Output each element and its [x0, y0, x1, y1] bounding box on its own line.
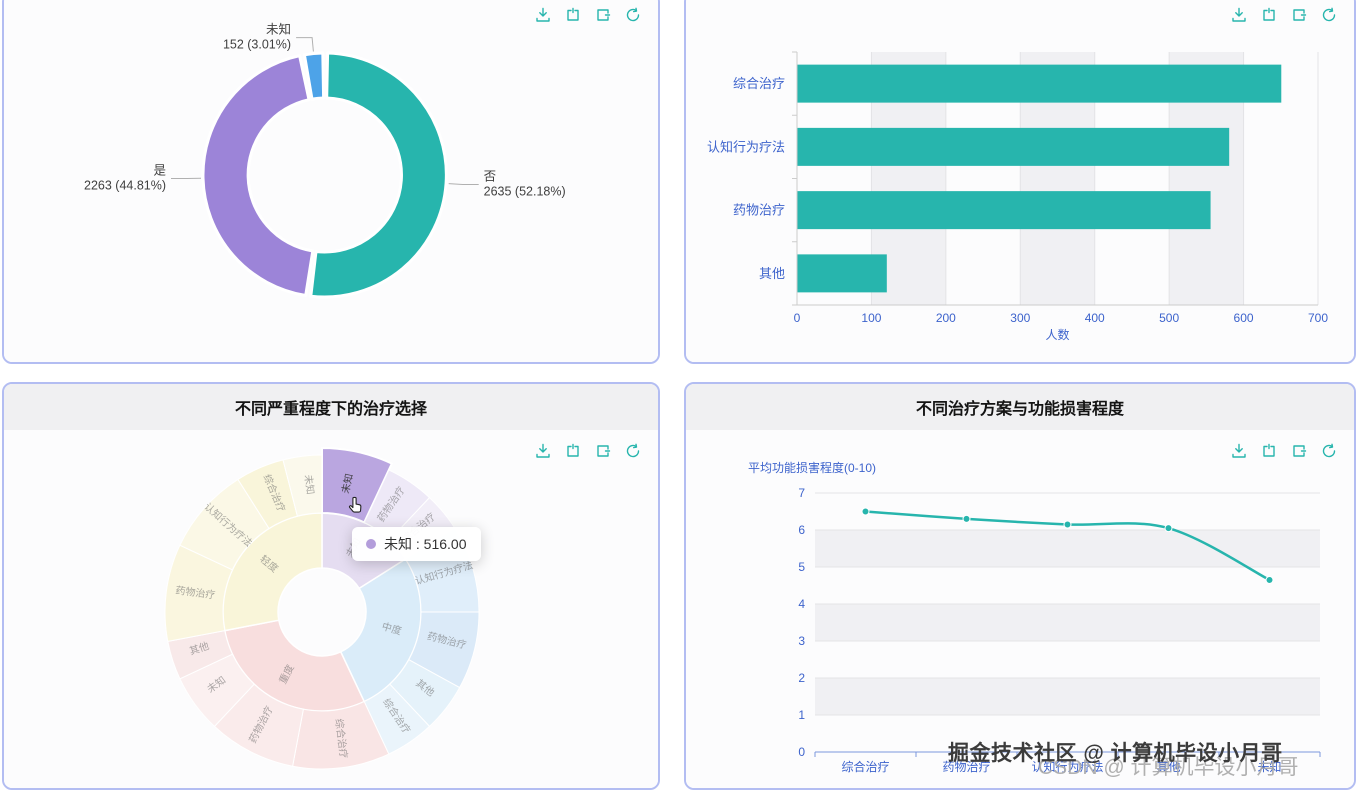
- chart-toolbox: [1230, 442, 1338, 460]
- svg-text:400: 400: [1085, 311, 1105, 325]
- svg-text:认知行为疗法: 认知行为疗法: [707, 139, 785, 154]
- svg-text:500: 500: [1159, 311, 1179, 325]
- svg-text:5: 5: [798, 560, 805, 574]
- tooltip-series-dot: [366, 539, 376, 549]
- svg-text:3: 3: [798, 634, 805, 648]
- line-chart-canvas[interactable]: 0 1 2 3 4 5 6 7 平均功能损害程度(0-10) 综合治疗 药物治疗 认知行为疗法 其他 未知: [686, 430, 1354, 788]
- svg-text:药物治疗: 药物治疗: [942, 760, 990, 774]
- data-view-icon[interactable]: [1290, 442, 1308, 460]
- save-image-icon[interactable]: [1230, 442, 1248, 460]
- bar-chart-body: 综合治疗认知行为疗法药物治疗其他 0 100 200 300 400 500 600 700 人数: [686, 0, 1354, 362]
- svg-text:0: 0: [798, 745, 805, 759]
- chart-toolbox: [534, 442, 642, 460]
- save-image-icon[interactable]: [534, 6, 552, 24]
- panel-bar-chart: 综合治疗认知行为疗法药物治疗其他 0 100 200 300 400 500 600 700 人数: [684, 0, 1356, 364]
- save-image-icon[interactable]: [534, 442, 552, 460]
- panel-title-line: 不同治疗方案与功能损害程度: [686, 384, 1354, 430]
- chart-toolbox: [534, 6, 642, 24]
- restore-icon[interactable]: [624, 6, 642, 24]
- svg-text:600: 600: [1234, 311, 1254, 325]
- svg-text:平均功能损害程度(0-10): 平均功能损害程度(0-10): [748, 460, 876, 475]
- donut-chart-body: 未知 152 (3.01%) 否 2635 (52.18%) 是 2263 (44.81%…: [4, 0, 658, 362]
- svg-text:是: 是: [154, 164, 167, 178]
- svg-text:100: 100: [861, 311, 881, 325]
- svg-text:2: 2: [798, 671, 805, 685]
- hand-cursor-icon: [348, 496, 362, 513]
- panel-line-chart: 不同治疗方案与功能损害程度 0 1 2 3 4 5 6 7 平均功能损害程度(0-10) 综合治疗…: [684, 382, 1356, 790]
- svg-text:4: 4: [798, 597, 805, 611]
- svg-text:认知行为疗法: 认知行为疗法: [1031, 760, 1103, 774]
- svg-text:药物治疗: 药物治疗: [733, 203, 785, 218]
- data-view-icon[interactable]: [594, 442, 612, 460]
- svg-text:300: 300: [1010, 311, 1030, 325]
- svg-text:未知: 未知: [339, 472, 356, 494]
- svg-text:未知: 未知: [266, 23, 291, 37]
- pointer-hand-cursor: [344, 494, 368, 523]
- restore-icon[interactable]: [624, 442, 642, 460]
- svg-text:152 (3.01%): 152 (3.01%): [223, 38, 291, 52]
- tooltip-text: 未知 : 516.00: [384, 536, 467, 552]
- line-chart-body: 0 1 2 3 4 5 6 7 平均功能损害程度(0-10) 综合治疗 药物治疗 认知行为疗法 其他 未知: [686, 430, 1354, 788]
- svg-text:否: 否: [484, 170, 497, 184]
- svg-text:未知: 未知: [302, 474, 317, 495]
- svg-text:0: 0: [794, 311, 801, 325]
- svg-text:700: 700: [1308, 311, 1328, 325]
- svg-text:2635 (52.18%): 2635 (52.18%): [484, 185, 566, 199]
- svg-text:其他: 其他: [759, 266, 785, 281]
- panel-sunburst-chart: 不同严重程度下的治疗选择 未知中度重度轻度未知药物治疗综合治疗认知行为疗法药物治…: [2, 382, 660, 790]
- sunburst-chart-canvas[interactable]: 未知中度重度轻度未知药物治疗综合治疗认知行为疗法药物治疗其他综合治疗综合治疗药物…: [4, 430, 658, 788]
- data-zoom-icon[interactable]: [1260, 6, 1278, 24]
- data-zoom-icon[interactable]: [564, 6, 582, 24]
- sunburst-chart-body: 未知中度重度轻度未知药物治疗综合治疗认知行为疗法药物治疗其他综合治疗综合治疗药物…: [4, 430, 658, 788]
- panel-title-sunburst: 不同严重程度下的治疗选择: [4, 384, 658, 430]
- chart-tooltip: 未知 : 516.00: [352, 527, 481, 561]
- chart-toolbox: [1230, 6, 1338, 24]
- svg-text:未知: 未知: [1257, 760, 1281, 774]
- data-zoom-icon[interactable]: [1260, 442, 1278, 460]
- svg-text:其他: 其他: [1156, 760, 1180, 774]
- svg-text:200: 200: [936, 311, 956, 325]
- data-view-icon[interactable]: [1290, 6, 1308, 24]
- svg-text:7: 7: [798, 486, 805, 500]
- svg-text:2263 (44.81%): 2263 (44.81%): [84, 179, 166, 193]
- svg-text:综合治疗: 综合治疗: [733, 76, 785, 91]
- restore-icon[interactable]: [1320, 6, 1338, 24]
- data-view-icon[interactable]: [594, 6, 612, 24]
- svg-text:1: 1: [798, 708, 805, 722]
- svg-text:综合治疗: 综合治疗: [841, 759, 889, 774]
- svg-text:6: 6: [798, 523, 805, 537]
- data-zoom-icon[interactable]: [564, 442, 582, 460]
- restore-icon[interactable]: [1320, 442, 1338, 460]
- svg-text:人数: 人数: [1045, 327, 1069, 342]
- panel-donut-chart: 未知 152 (3.01%) 否 2635 (52.18%) 是 2263 (44.81%…: [2, 0, 660, 364]
- save-image-icon[interactable]: [1230, 6, 1248, 24]
